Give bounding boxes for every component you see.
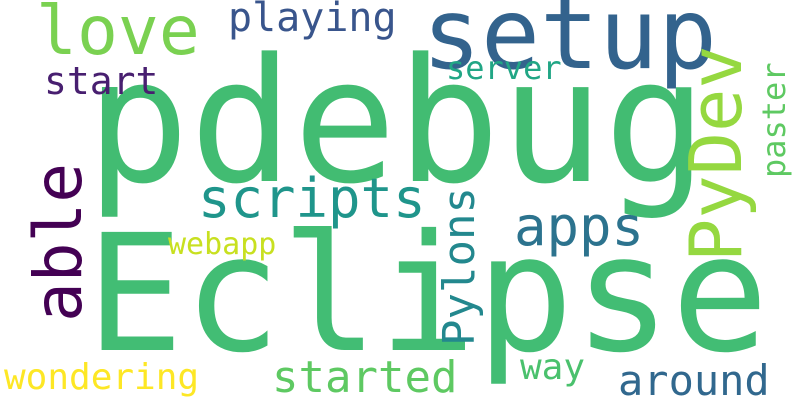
word-scripts: scripts — [198, 167, 426, 230]
word-pydev: PyDev — [674, 45, 758, 262]
word-started: started — [272, 352, 458, 400]
word-pdebug: pdebug — [86, 21, 708, 222]
word-server: server — [446, 49, 562, 87]
word-love: love — [36, 0, 200, 71]
word-webapp: webapp — [168, 227, 277, 262]
word-able: able — [20, 163, 97, 322]
word-around: around — [618, 356, 770, 400]
word-wondering: wondering — [4, 357, 200, 398]
word-way: way — [520, 347, 586, 388]
word-eclipse: Eclipse — [86, 201, 769, 389]
word-setup: setup — [422, 0, 718, 92]
word-apps: apps — [514, 195, 645, 258]
word-pylons: Pylons — [434, 187, 485, 346]
word-start: start — [44, 59, 159, 103]
word-playing: playing — [228, 0, 397, 41]
word-paster: paster — [755, 62, 793, 178]
